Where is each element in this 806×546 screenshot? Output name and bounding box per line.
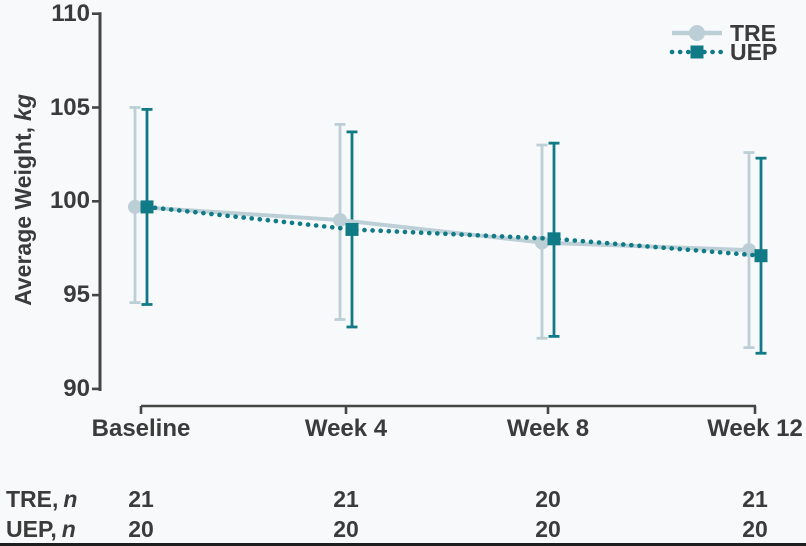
y-tick-95: 95 — [63, 281, 90, 308]
tre-n-week4: 21 — [333, 486, 359, 512]
tre-n-week12: 21 — [742, 486, 768, 512]
y-tick-100: 100 — [49, 187, 90, 214]
tre-marker-circle — [535, 235, 549, 250]
legend-label-uep: UEP — [730, 39, 778, 65]
uep-marker-square — [547, 232, 561, 246]
uep-n-week4: 20 — [333, 516, 359, 542]
row-label-tre-n: TRE, n — [6, 486, 78, 512]
x-label-week12: Week 12 — [707, 415, 803, 442]
tre-marker-circle — [333, 213, 347, 228]
tre-marker-circle — [128, 199, 142, 214]
tre-n-week8: 20 — [535, 486, 561, 512]
uep-markers — [140, 200, 768, 263]
error-bars-tre — [129, 106, 755, 350]
y-tick-105: 105 — [49, 94, 90, 121]
table-row-uep-n: UEP, n 20 20 20 20 — [0, 516, 806, 542]
y-tick-90: 90 — [63, 375, 90, 402]
table-row-tre-n: TRE, n 21 21 20 21 — [0, 486, 806, 512]
uep-n-week12: 20 — [742, 516, 768, 542]
y-axis-title-units: kg — [10, 94, 36, 121]
legend-symbols — [669, 25, 725, 59]
uep-marker-square — [140, 200, 154, 214]
x-axis — [139, 404, 757, 414]
y-tick-110: 110 — [51, 0, 90, 27]
tre-n-baseline: 21 — [128, 486, 154, 512]
x-label-week8: Week 8 — [506, 415, 590, 442]
uep-n-baseline: 20 — [128, 516, 154, 542]
figure-bottom-rule — [0, 543, 806, 546]
tre-line — [134, 204, 750, 253]
legend-label-tre: TRE — [730, 20, 776, 46]
y-axis-title-text: Average Weight, — [10, 126, 36, 306]
uep-n-week8: 20 — [535, 516, 561, 542]
legend-marker-uep — [690, 45, 704, 59]
uep-marker-square — [345, 222, 359, 236]
y-axis-title: Average Weight, kg — [10, 70, 38, 330]
x-label-baseline: Baseline — [91, 415, 191, 442]
y-axis — [92, 12, 102, 391]
x-label-week4: Week 4 — [304, 415, 388, 442]
uep-marker-square — [754, 249, 768, 263]
row-label-uep-n: UEP, n — [6, 516, 76, 542]
legend-marker-tre — [689, 25, 705, 41]
uep-line — [144, 204, 764, 259]
